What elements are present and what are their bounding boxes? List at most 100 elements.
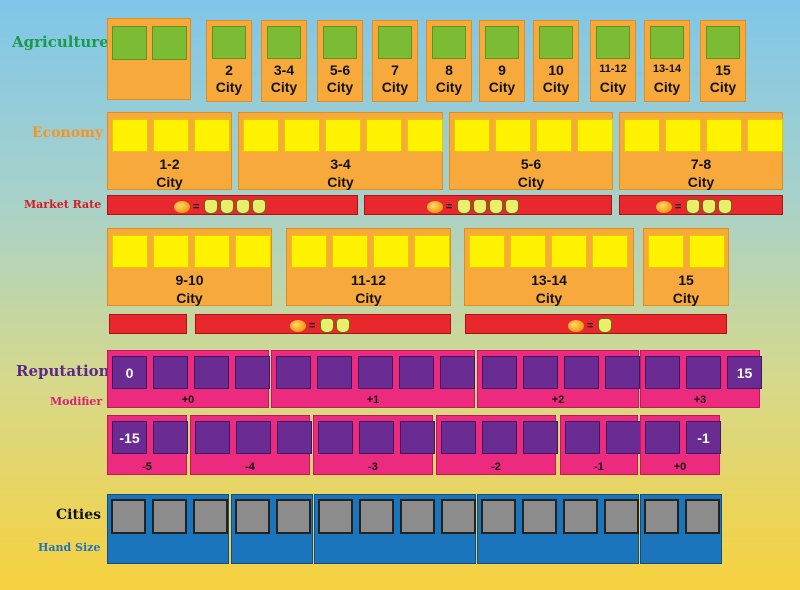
city-slot[interactable] [400,499,435,534]
city-slot[interactable] [111,499,146,534]
city-slot[interactable] [441,499,476,534]
reputation-space[interactable]: +2 [477,350,640,408]
reputation-slot[interactable] [235,356,270,389]
reputation-slot[interactable] [236,421,271,454]
agriculture-slot[interactable] [706,26,740,59]
reputation-slot[interactable] [482,421,517,454]
agriculture-slot[interactable] [112,26,147,60]
economy-slot[interactable] [454,119,490,152]
reputation-space[interactable]: -4 [190,415,312,475]
economy-slot[interactable] [194,235,230,268]
economy-space[interactable]: 3-4 City [238,112,443,190]
reputation-slot[interactable]: -1 [686,421,721,454]
city-slot[interactable] [604,499,639,534]
city-slot[interactable] [644,499,679,534]
agriculture-space[interactable]: 3-4 City [261,20,307,102]
economy-slot[interactable] [332,235,368,268]
reputation-slot[interactable] [317,356,352,389]
economy-slot[interactable] [407,119,443,152]
reputation-slot[interactable] [440,356,475,389]
agriculture-space[interactable]: 10 City [533,20,579,102]
economy-slot[interactable] [325,119,361,152]
economy-slot[interactable] [112,119,148,152]
economy-space[interactable]: 11-12 City [286,228,451,306]
reputation-space[interactable]: -2 [436,415,558,475]
reputation-slot[interactable] [441,421,476,454]
reputation-slot[interactable] [645,356,680,389]
reputation-slot[interactable] [523,421,558,454]
reputation-slot[interactable] [686,356,721,389]
reputation-space[interactable]: -1 [560,415,641,475]
economy-slot[interactable] [495,119,531,152]
reputation-slot[interactable] [605,356,640,389]
agriculture-space[interactable]: 7 City [372,20,418,102]
agriculture-space[interactable]: 13-14 City [644,20,690,102]
economy-slot[interactable] [469,235,505,268]
economy-slot[interactable] [284,119,320,152]
agriculture-slot[interactable] [596,26,630,59]
reputation-slot[interactable] [565,421,600,454]
city-slot[interactable] [685,499,720,534]
agriculture-slot[interactable] [152,26,187,60]
economy-slot[interactable] [366,119,402,152]
reputation-slot[interactable] [194,356,229,389]
reputation-slot[interactable] [359,421,394,454]
economy-slot[interactable] [373,235,409,268]
reputation-space[interactable]: +1 [271,350,475,408]
economy-space[interactable]: 9-10 City [107,228,272,306]
economy-slot[interactable] [414,235,450,268]
economy-slot[interactable] [243,119,279,152]
economy-space[interactable]: 13-14 City [464,228,634,306]
reputation-slot[interactable] [318,421,353,454]
reputation-slot[interactable]: 0 [112,356,147,389]
agriculture-space[interactable]: 15 City [700,20,746,102]
economy-slot[interactable] [153,235,189,268]
reputation-slot[interactable]: -15 [112,421,147,454]
reputation-slot[interactable] [276,356,311,389]
economy-slot[interactable] [510,235,546,268]
economy-slot[interactable] [689,235,725,268]
agriculture-space[interactable]: 5-6 City [317,20,363,102]
economy-slot[interactable] [665,119,701,152]
reputation-slot[interactable] [399,356,434,389]
reputation-slot[interactable] [645,421,680,454]
economy-space[interactable]: 15 City [643,228,729,306]
reputation-slot[interactable] [482,356,517,389]
economy-slot[interactable] [648,235,684,268]
economy-slot[interactable] [536,119,572,152]
agriculture-slot[interactable] [267,26,301,59]
city-slot[interactable] [359,499,394,534]
reputation-slot[interactable] [606,421,641,454]
city-hand-size-space[interactable] [107,494,229,564]
reputation-space[interactable]: 0 +0 [107,350,270,408]
reputation-space[interactable]: -15 -5 [107,415,188,475]
city-slot[interactable] [276,499,311,534]
economy-slot[interactable] [153,119,189,152]
economy-slot[interactable] [747,119,783,152]
economy-space[interactable]: 1-2 City [107,112,232,190]
reputation-slot[interactable]: 15 [727,356,762,389]
economy-slot[interactable] [235,235,271,268]
economy-slot[interactable] [624,119,660,152]
city-hand-size-space[interactable] [314,494,476,564]
economy-slot[interactable] [194,119,230,152]
reputation-space[interactable]: 15 +3 [640,350,762,408]
economy-slot[interactable] [291,235,327,268]
reputation-slot[interactable] [195,421,230,454]
economy-space[interactable]: 5-6 City [449,112,613,190]
city-hand-size-space[interactable] [477,494,639,564]
agriculture-start-space[interactable] [107,18,191,100]
agriculture-slot[interactable] [650,26,684,59]
agriculture-slot[interactable] [378,26,412,59]
economy-slot[interactable] [577,119,613,152]
agriculture-slot[interactable] [212,26,246,59]
city-slot[interactable] [522,499,557,534]
reputation-slot[interactable] [400,421,435,454]
economy-slot[interactable] [551,235,587,268]
reputation-slot[interactable] [358,356,393,389]
economy-slot[interactable] [706,119,742,152]
reputation-space[interactable]: -1 +0 [640,415,721,475]
city-slot[interactable] [318,499,353,534]
city-slot[interactable] [193,499,228,534]
reputation-slot[interactable] [153,421,188,454]
